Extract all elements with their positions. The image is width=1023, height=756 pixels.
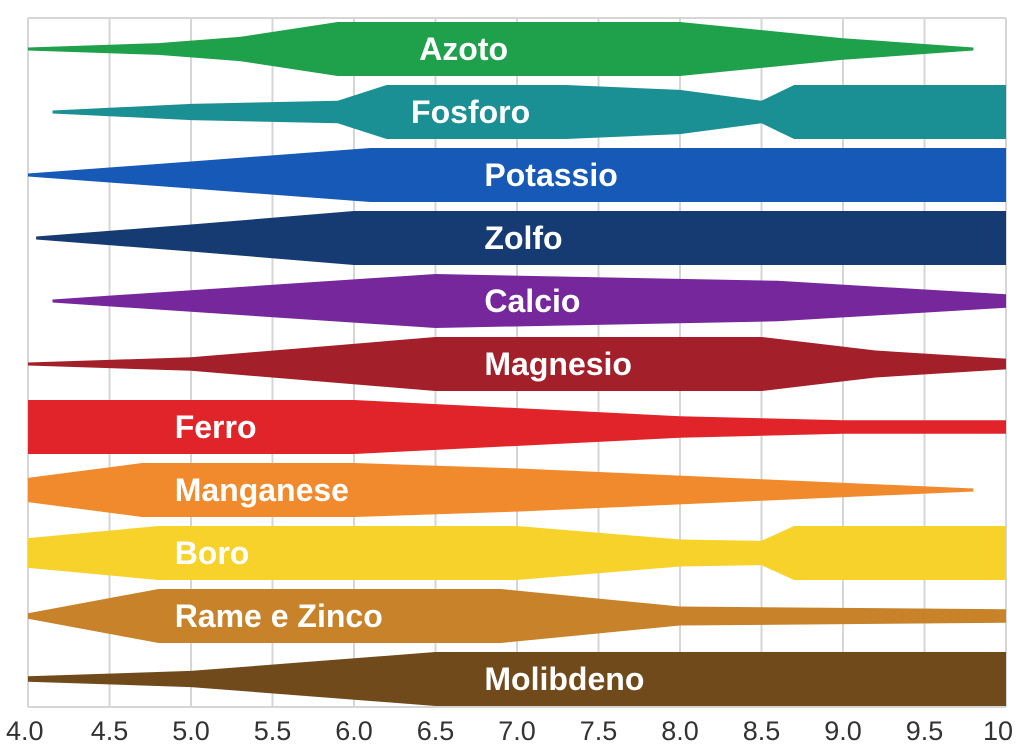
band-molibdeno [28,652,1006,706]
x-tick-label: 6.0 [335,716,373,746]
band-label-fosforo: Fosforo [411,94,530,130]
x-axis: 4.0 4.5 5.0 5.5 6.0 6.5 7.0 7.5 8.0 8.5 9.0 9.5 10 [6,716,1013,746]
band-label-potassio: Potassio [484,157,617,193]
band-manganese [28,463,974,517]
band-rame-e-zinco [28,589,1006,643]
band-label-calcio: Calcio [484,283,580,319]
band-calcio [52,274,1006,328]
x-tick-label: 5.0 [172,716,210,746]
x-tick-label: 5.5 [254,716,292,746]
band-label-ferro: Ferro [175,409,257,445]
x-tick-label: 9.5 [906,716,944,746]
x-tick-label: 8.5 [743,716,781,746]
band-label-boro: Boro [175,535,250,571]
band-label-magnesio: Magnesio [484,346,632,382]
band-boro [28,526,1006,580]
x-tick-label: 8.0 [661,716,699,746]
band-label-rame-e-zinco: Rame e Zinco [175,598,383,634]
x-tick-label: 6.5 [417,716,455,746]
band-zolfo [36,211,1007,265]
band-layer [28,22,1007,706]
band-label-manganese: Manganese [175,472,349,508]
x-tick-label: 4.0 [6,716,44,746]
band-label-zolfo: Zolfo [484,220,562,256]
band-azoto [28,22,974,76]
band-magnesio [28,337,1006,391]
band-potassio [28,148,1006,202]
band-label-azoto: Azoto [419,31,508,67]
x-tick-label: 4.5 [91,716,129,746]
x-tick-label: 7.0 [498,716,536,746]
band-fosforo [52,85,1006,139]
x-tick-label: 9.0 [824,716,862,746]
label-layer: Azoto Fosforo Potassio Zolfo Calcio Magnesio F… [175,31,645,697]
x-tick-label: 10 [983,716,1013,746]
band-label-molibdeno: Molibdeno [484,661,644,697]
band-ferro [28,400,1006,454]
x-tick-label: 7.5 [580,716,618,746]
